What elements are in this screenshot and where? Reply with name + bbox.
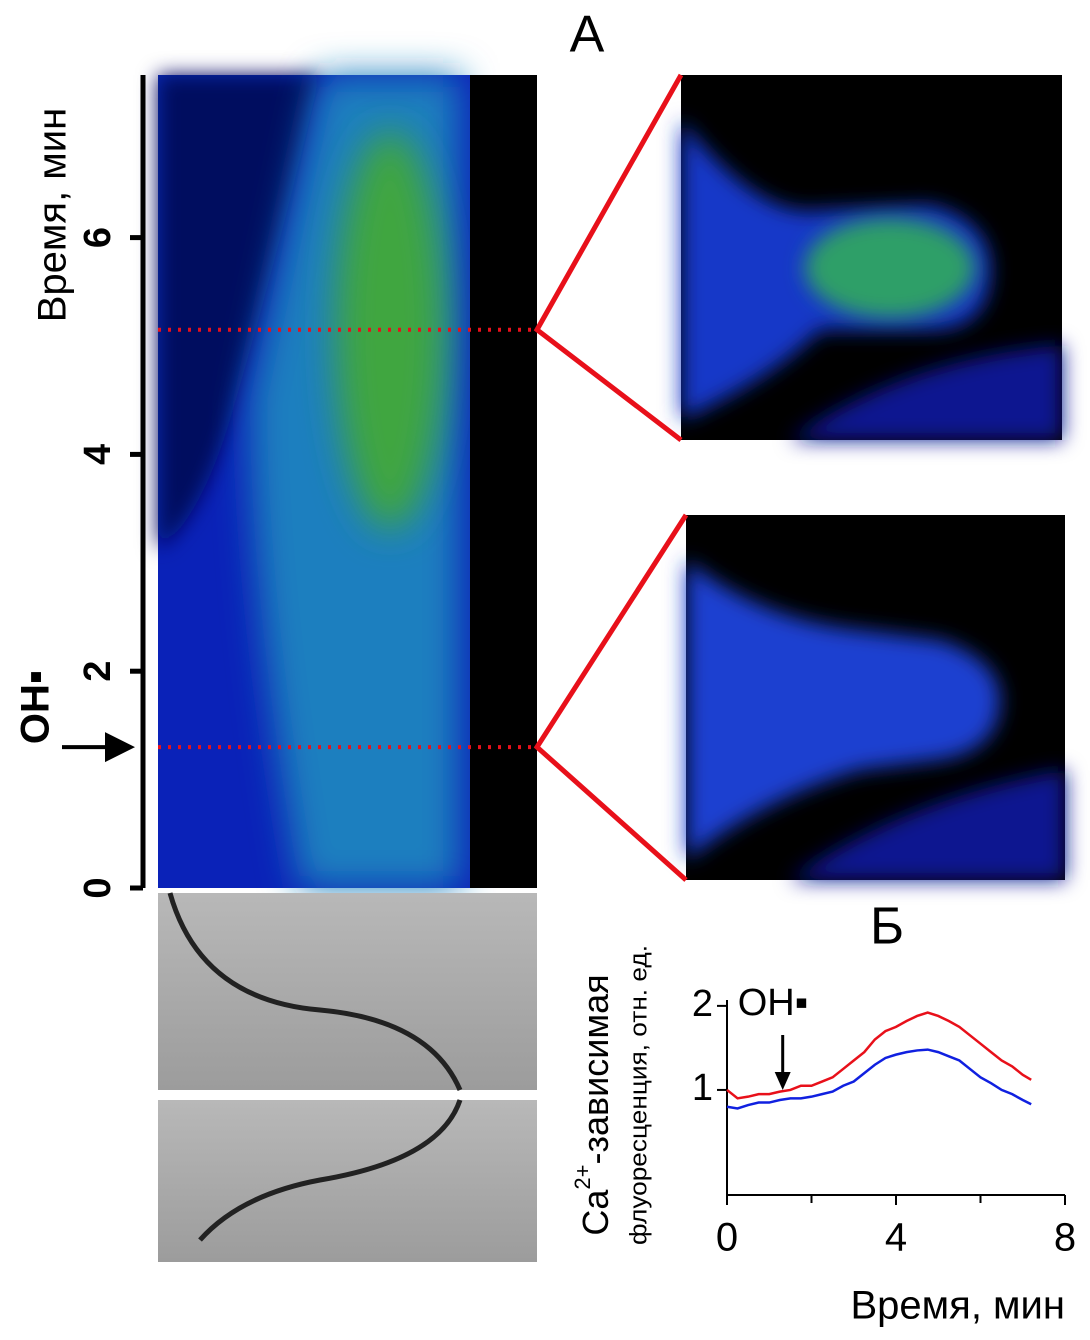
y-label-rest: -зависимая xyxy=(575,974,616,1164)
y-tick-label: 4 xyxy=(77,444,119,465)
panel-a: А Время, мин xyxy=(31,6,605,888)
brightfield-image xyxy=(158,892,537,1262)
y-label-ca: Ca xyxy=(575,1189,616,1236)
zoom-lines xyxy=(533,513,689,882)
y-axis-label: Время, мин xyxy=(31,108,75,323)
y-tick-label: 2 xyxy=(692,983,713,1025)
data-line xyxy=(726,1048,1032,1110)
inset-top xyxy=(681,75,1062,440)
y-tick-label: 1 xyxy=(692,1067,713,1109)
annotation: OH▪ xyxy=(738,982,808,1024)
kymograph-image xyxy=(158,75,537,888)
y-tick-label: 6 xyxy=(77,227,119,248)
y-tick-label: 0 xyxy=(77,877,119,898)
y-label-sup: 2+ xyxy=(570,1165,595,1190)
stimulus-label: OH▪ xyxy=(14,670,58,744)
y-axis-label: Ca2+-зависимая xyxy=(570,974,616,1235)
arrow-head xyxy=(105,732,135,763)
y-axis-sublabel: флуоресценция, отн. ед. xyxy=(625,945,652,1245)
panel-label: А xyxy=(570,6,605,64)
zoom-lines xyxy=(533,73,684,442)
x-tick-label: 0 xyxy=(716,1216,738,1260)
panel-b: Б Время, мин Ca2+-зависимая флуоресценци… xyxy=(570,898,1065,1328)
annotation-arrow-head xyxy=(774,1072,791,1090)
x-tick-label: 4 xyxy=(885,1216,907,1260)
data-line xyxy=(726,1011,1032,1100)
x-tick-label: 8 xyxy=(1054,1216,1076,1260)
x-axis-label: Время, мин xyxy=(851,1284,1066,1328)
inset-bottom xyxy=(686,515,1065,880)
chart-title: Б xyxy=(870,898,904,956)
y-tick-label: 2 xyxy=(77,661,119,682)
